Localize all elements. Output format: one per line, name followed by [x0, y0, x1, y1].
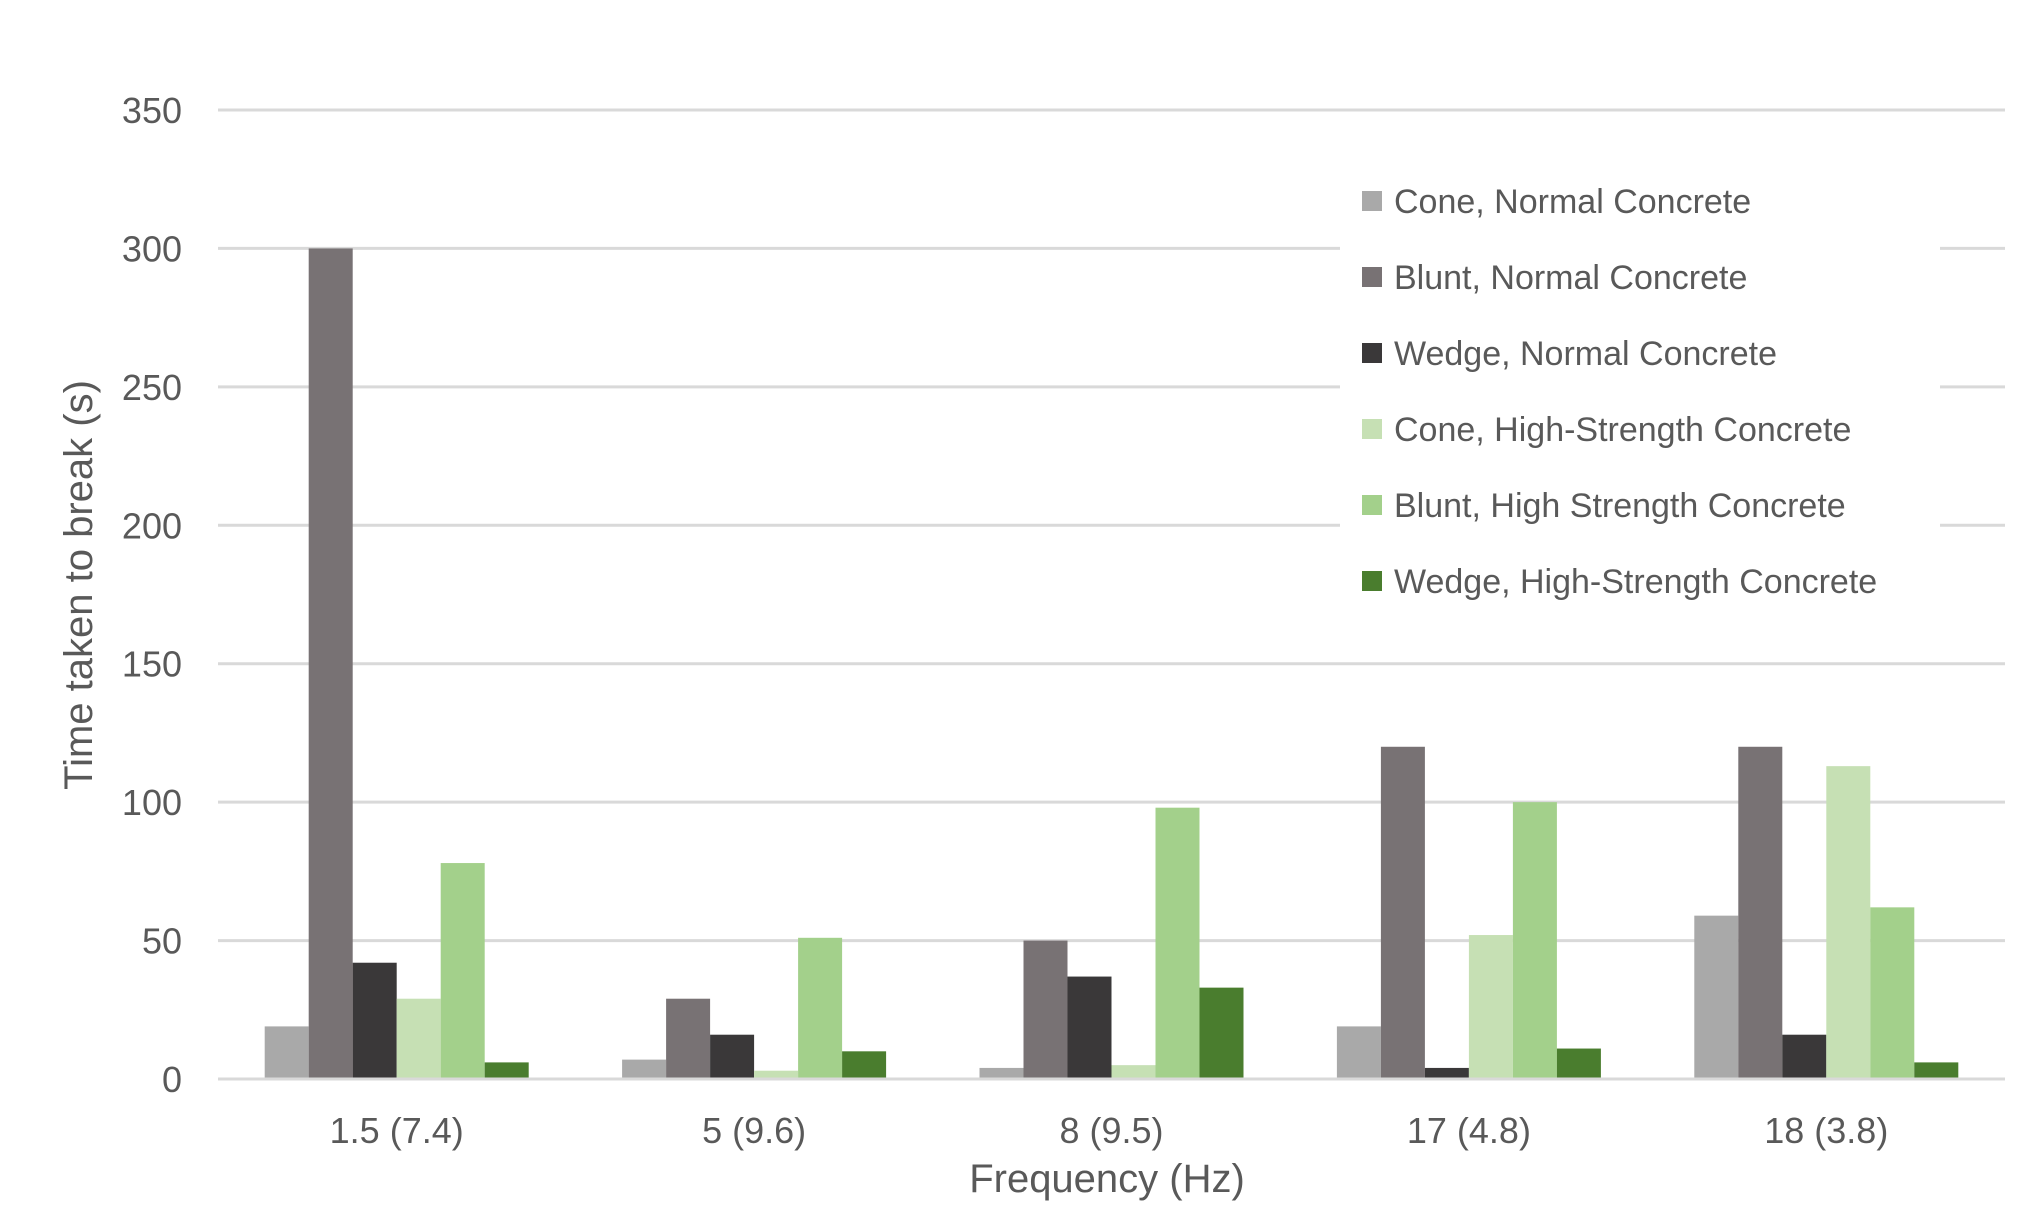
legend-label: Cone, High-Strength Concrete	[1394, 411, 1851, 449]
bar-4-3	[1424, 1067, 1469, 1079]
bar-4-2	[1380, 746, 1425, 1079]
legend-swatch	[1362, 267, 1382, 287]
legend-label: Wedge, Normal Concrete	[1394, 335, 1777, 373]
x-tick-label: 1.5 (7.4)	[330, 1110, 464, 1151]
legend-swatch	[1362, 419, 1382, 439]
y-axis-title: Time taken to break (s)	[57, 380, 101, 790]
bar-5-5	[1870, 907, 1915, 1079]
bar-1-1	[264, 1026, 309, 1079]
bar-4-6	[1556, 1048, 1601, 1079]
legend: Cone, Normal Concrete Blunt, Normal Concr…	[1340, 155, 1940, 635]
bar-1-2	[308, 248, 353, 1079]
legend-label: Blunt, High Strength Concrete	[1394, 487, 1846, 525]
legend-swatch	[1362, 495, 1382, 515]
gridlines	[218, 108, 2005, 1081]
bar-3-4	[1111, 1065, 1156, 1079]
bar-4-4	[1468, 935, 1513, 1079]
bar-1-6	[484, 1062, 529, 1079]
y-tick-label: 300	[122, 228, 182, 269]
bars	[264, 248, 1959, 1079]
bar-1-5	[440, 863, 485, 1079]
x-axis-title: Frequency (Hz)	[969, 1157, 1245, 1201]
bar-3-1	[979, 1067, 1024, 1079]
legend-label: Blunt, Normal Concrete	[1394, 259, 1747, 297]
legend-label: Cone, Normal Concrete	[1394, 183, 1751, 221]
y-tick-label: 100	[122, 782, 182, 823]
legend-swatch	[1362, 191, 1382, 211]
bar-5-2	[1738, 746, 1783, 1079]
bar-4-5	[1512, 802, 1557, 1079]
bar-2-5	[798, 937, 843, 1079]
y-tick-label: 350	[122, 90, 182, 131]
legend-swatch	[1362, 343, 1382, 363]
bar-5-4	[1826, 766, 1871, 1079]
y-tick-label: 50	[142, 921, 182, 962]
bar-3-6	[1199, 987, 1244, 1079]
bar-1-3	[352, 962, 397, 1079]
x-tick-label: 8 (9.5)	[1059, 1110, 1163, 1151]
x-tick-label: 17 (4.8)	[1407, 1110, 1531, 1151]
bar-2-3	[710, 1034, 755, 1079]
x-tick-label: 5 (9.6)	[702, 1110, 806, 1151]
bar-2-6	[842, 1051, 887, 1079]
y-tick-label: 200	[122, 505, 182, 546]
bar-5-3	[1782, 1034, 1827, 1079]
bar-2-1	[622, 1059, 667, 1079]
bar-5-1	[1694, 915, 1739, 1079]
bar-2-2	[666, 998, 711, 1079]
bar-5-6	[1914, 1062, 1959, 1079]
x-tick-label: 18 (3.8)	[1764, 1110, 1888, 1151]
bar-3-2	[1023, 940, 1068, 1079]
legend-background	[1340, 155, 1940, 635]
legend-label: Wedge, High-Strength Concrete	[1394, 563, 1877, 601]
legend-swatch	[1362, 571, 1382, 591]
y-tick-label: 150	[122, 644, 182, 685]
y-tick-label: 0	[162, 1059, 182, 1100]
bar-1-4	[396, 998, 441, 1079]
axes: 0 50 100 150 200 250 300 350 1.5 (7.4) 5 (9.6) 8 (…	[122, 90, 2005, 1151]
bar-4-1	[1336, 1026, 1381, 1079]
y-tick-label: 250	[122, 367, 182, 408]
bar-2-4	[754, 1070, 799, 1079]
bar-3-5	[1155, 807, 1200, 1079]
bar-3-3	[1067, 976, 1112, 1079]
